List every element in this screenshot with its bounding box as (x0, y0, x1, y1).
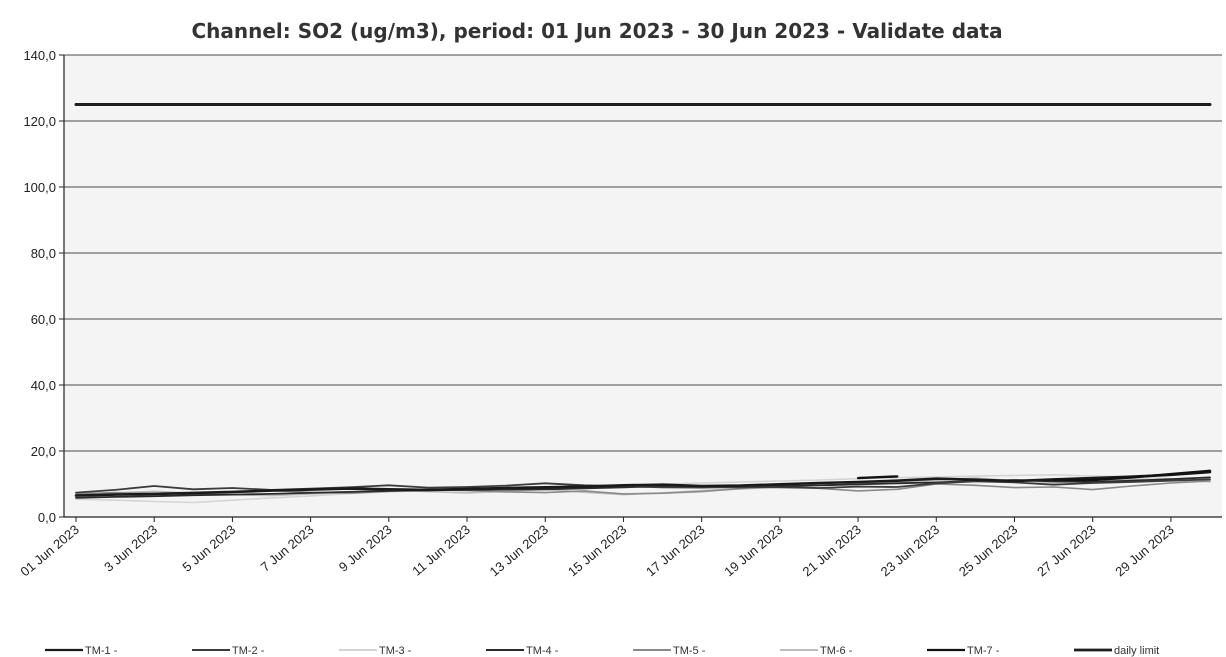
legend: TM-1 - TM-2 - TM-3 - TM-4 - TM-5 - TM-6 - TM-7… (45, 645, 1159, 657)
legend-label: TM-2 - (232, 645, 265, 657)
series-lines (74, 103, 1212, 504)
y-tick-label: 40,0 (31, 378, 56, 393)
x-tick-label: 21 Jun 2023 (800, 522, 864, 580)
x-tick-label: 3 Jun 2023 (101, 522, 160, 575)
x-tick-label: 15 Jun 2023 (565, 522, 629, 580)
x-tick-label: 29 Jun 2023 (1112, 522, 1176, 580)
x-tick-label: 13 Jun 2023 (487, 522, 551, 580)
y-tick-label: 120,0 (23, 114, 56, 129)
x-axis: 01 Jun 2023 3 Jun 2023 5 Jun 2023 7 Jun 202… (17, 517, 1177, 580)
legend-label: TM-4 - (526, 645, 559, 657)
x-tick-label: 23 Jun 2023 (878, 522, 942, 580)
legend-label: TM-3 - (379, 645, 412, 657)
x-tick-label: 01 Jun 2023 (17, 522, 81, 580)
x-tick-label: 9 Jun 2023 (336, 522, 395, 575)
y-tick-label: 0,0 (38, 510, 56, 525)
legend-label: daily limit (1114, 645, 1159, 657)
x-tick-label: 7 Jun 2023 (258, 522, 317, 575)
x-tick-label: 5 Jun 2023 (179, 522, 238, 575)
y-tick-label: 60,0 (31, 312, 56, 327)
x-tick-label: 25 Jun 2023 (956, 522, 1020, 580)
legend-label: TM-1 - (85, 645, 118, 657)
x-tick-label: 17 Jun 2023 (643, 522, 707, 580)
y-tick-label: 80,0 (31, 246, 56, 261)
legend-label: TM-5 - (673, 645, 706, 657)
series-line (856, 469, 1212, 482)
x-tick-label: 11 Jun 2023 (409, 522, 473, 579)
y-tick-label: 140,0 (23, 48, 56, 63)
legend-label: TM-6 - (820, 645, 853, 657)
x-tick-label: 27 Jun 2023 (1034, 522, 1098, 580)
plot-area (64, 55, 1222, 517)
y-axis: 0,0 20,0 40,0 60,0 80,0 100,0 120,0 140,0 (23, 48, 65, 525)
y-tick-label: 20,0 (31, 444, 56, 459)
series-line (74, 470, 1212, 497)
x-tick-label: 19 Jun 2023 (721, 522, 785, 580)
legend-label: TM-7 - (967, 645, 1000, 657)
chart-title: Channel: SO2 (ug/m3), period: 01 Jun 202… (191, 19, 1002, 43)
gridlines (64, 54, 1222, 518)
y-tick-label: 100,0 (23, 180, 56, 195)
